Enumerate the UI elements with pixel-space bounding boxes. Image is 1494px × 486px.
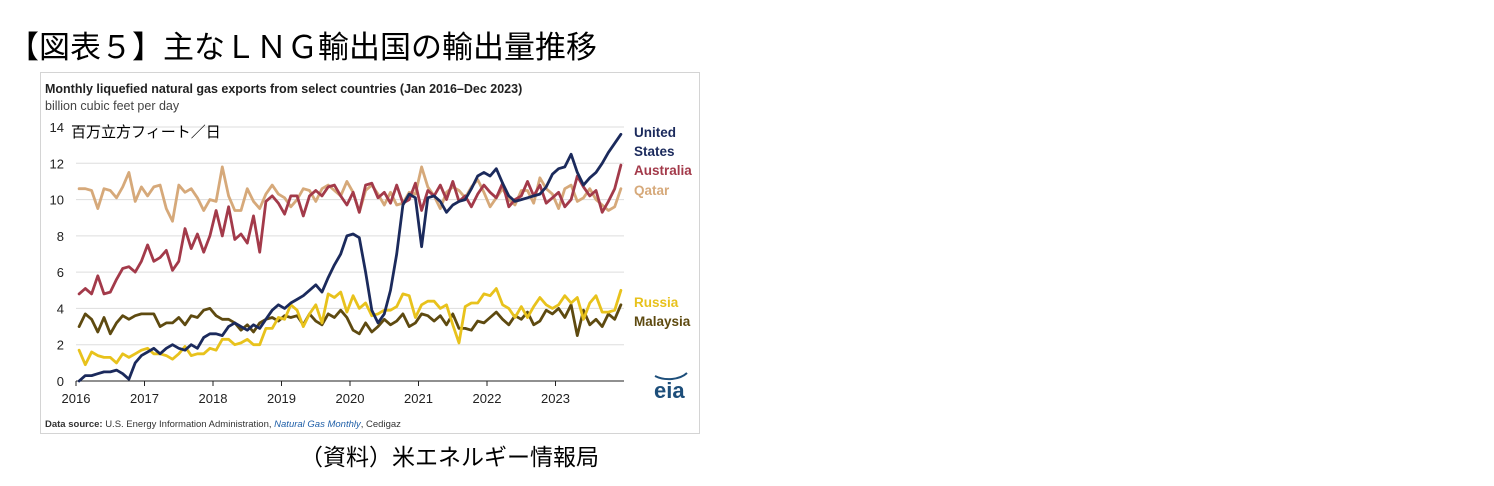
y-tick-label: 2 [57, 338, 64, 353]
x-tick-label: 2023 [541, 391, 570, 406]
x-tick-label: 2022 [473, 391, 502, 406]
eia-logo-swoosh [654, 372, 688, 381]
chart-frame: Monthly liquefied natural gas exports fr… [40, 72, 700, 434]
series-line-united-states [77, 132, 623, 383]
eia-logo: eia [654, 378, 685, 403]
data-source-label: Data source: [45, 419, 105, 430]
y-tick-label: 14 [50, 120, 64, 135]
legend-label-qatar: Qatar [634, 183, 670, 198]
source-caption: （資料）米エネルギー情報局 [300, 445, 599, 471]
x-tick-label: 2021 [404, 391, 433, 406]
data-source-link[interactable]: Natural Gas Monthly [274, 419, 362, 430]
chart-subtitle: billion cubic feet per day [45, 99, 180, 113]
series-line-australia [77, 163, 623, 296]
x-tick-label: 2018 [199, 391, 228, 406]
y-tick-label: 8 [57, 229, 64, 244]
y-tick-label: 12 [50, 156, 64, 171]
legend-label-united-states: United [634, 125, 676, 140]
x-tick-label: 2020 [336, 391, 365, 406]
data-source-tail: , Cedigaz [361, 419, 401, 430]
x-tick-label: 2016 [62, 391, 91, 406]
series-line-russia [77, 287, 623, 367]
data-source-text: U.S. Energy Information Administration, [105, 419, 274, 430]
y-tick-label: 4 [57, 301, 64, 316]
legend-label-united-states: States [634, 144, 675, 159]
legend-label-australia: Australia [634, 163, 692, 178]
y-tick-label: 10 [50, 193, 64, 208]
y-tick-label: 6 [57, 265, 64, 280]
series-line-malaysia [77, 303, 623, 338]
unit-annotation: 百万立方フィート／日 [71, 123, 221, 141]
y-tick-label: 0 [57, 374, 64, 389]
legend-label-malaysia: Malaysia [634, 314, 691, 329]
x-tick-label: 2019 [267, 391, 296, 406]
chart-title: Monthly liquefied natural gas exports fr… [45, 82, 522, 96]
lng-exports-chart: Monthly liquefied natural gas exports fr… [45, 82, 692, 430]
data-source-note: Data source: U.S. Energy Information Adm… [45, 419, 401, 430]
legend-label-russia: Russia [634, 295, 679, 310]
figure-heading: 【図表５】主なＬＮＧ輸出国の輸出量推移 [8, 30, 597, 66]
x-tick-label: 2017 [130, 391, 159, 406]
